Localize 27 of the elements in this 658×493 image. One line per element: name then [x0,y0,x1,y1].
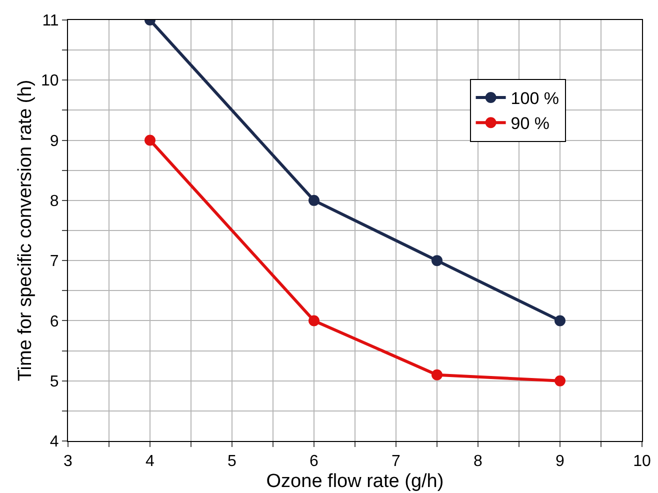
x-tick-label: 6 [310,453,319,470]
x-tick-label: 5 [228,453,237,470]
y-tick-label: 9 [50,132,59,150]
point [144,134,156,146]
x-tick-label: 9 [556,453,565,470]
y-tick-label: 5 [50,373,59,390]
y-tick-label: 7 [50,253,59,270]
y-tick-label: 10 [41,72,59,90]
x-tick-label: 3 [64,453,73,470]
x-tick-label: 4 [146,453,155,470]
y-tick-label: 6 [50,313,59,330]
y-axis-title: Time for specific conversion rate (h) [14,80,36,382]
legend-label: 90 % [510,114,550,134]
x-tick-label: 7 [392,453,401,470]
legend-label: 100 % [510,89,560,108]
point [308,315,320,326]
y-tick-label: 4 [50,434,59,451]
x-tick-label: 10 [633,453,651,470]
y-tick-label: 8 [50,193,59,210]
x-tick-label: 8 [474,453,483,470]
point [308,194,320,206]
point [554,315,566,326]
x-axis-title: Ozone flow rate (g/h) [266,471,444,492]
point [432,255,442,266]
point [554,375,566,386]
point [432,369,442,380]
y-tick-label: 11 [42,12,59,30]
